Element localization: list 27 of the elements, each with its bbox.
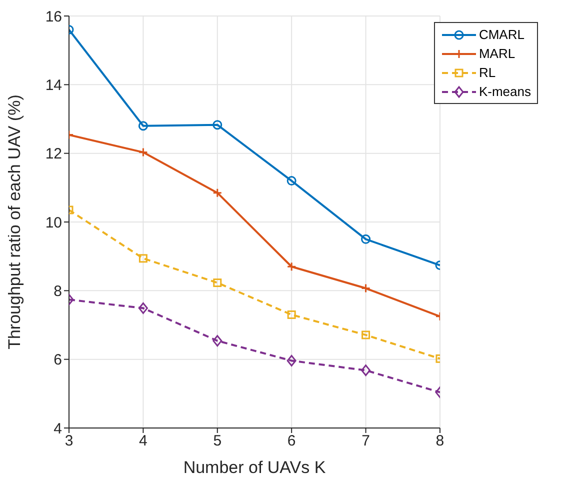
y-tick-label: 10 (45, 214, 62, 232)
y-tick-label: 8 (54, 282, 62, 300)
legend-label: CMARL (478, 27, 524, 42)
y-tick-label: 12 (45, 146, 62, 163)
point (212, 188, 222, 198)
x-tick-label: 6 (287, 432, 296, 450)
point (213, 278, 222, 288)
point (286, 354, 296, 366)
point (287, 310, 296, 319)
legend-label: RL (478, 65, 496, 80)
point (212, 335, 222, 347)
y-tick-label: 6 (54, 352, 62, 369)
x-axis-title: Number of UAVs K (183, 458, 326, 477)
y-tick-label: 14 (45, 76, 62, 94)
x-tick-label: 8 (436, 432, 444, 450)
y-axis-title: Throughput ratio of each UAV (%) (5, 94, 24, 350)
x-tick-label: 5 (213, 432, 222, 450)
legend-label: MARL (478, 46, 516, 61)
legend-label: K-means (478, 84, 531, 99)
y-tick-label: 4 (54, 420, 62, 438)
point (286, 176, 296, 186)
x-tick-label: 7 (362, 432, 370, 450)
point (212, 120, 222, 130)
point (286, 262, 296, 272)
x-tick-label: 4 (139, 432, 148, 450)
y-tick-label: 16 (45, 8, 62, 26)
x-tick-label: 3 (64, 432, 74, 450)
